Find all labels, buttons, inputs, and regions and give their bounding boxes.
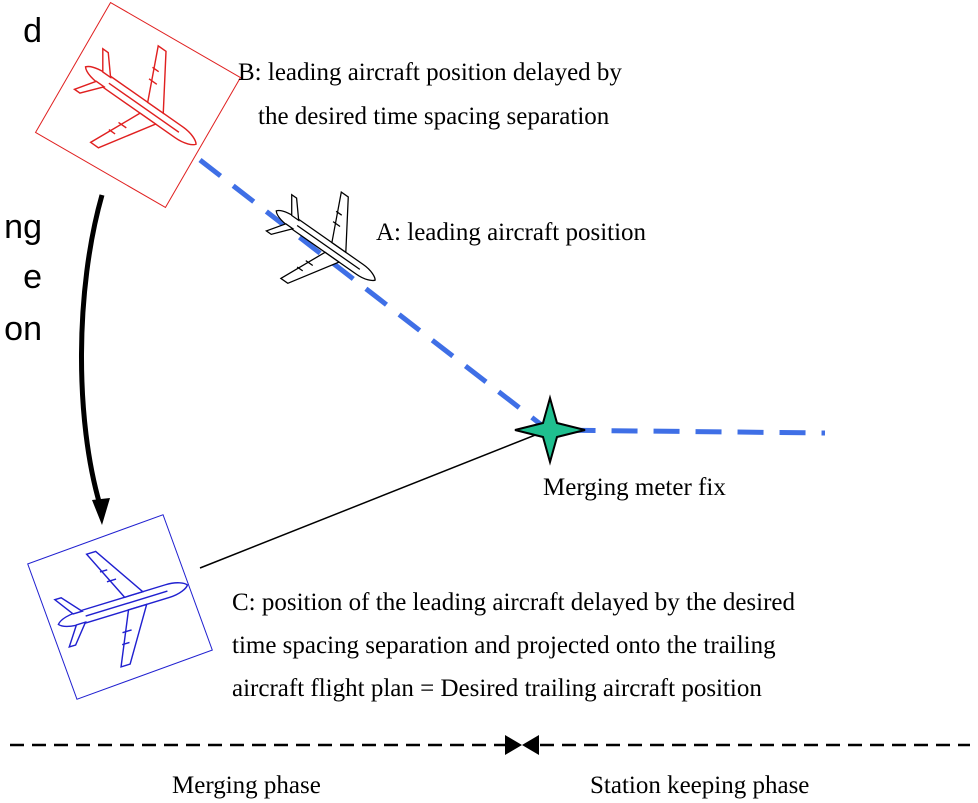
phase-label: Station keeping phase (590, 772, 809, 799)
fragment-text: e (23, 258, 42, 296)
label-b: the desired time spacing separation (258, 103, 610, 130)
label-b: B: leading aircraft position delayed by (238, 59, 622, 86)
phase-boundary (505, 735, 539, 755)
delayed-aircraft (51, 17, 231, 194)
label-c: aircraft flight plan = Desired trailing … (232, 675, 762, 702)
trailing-aircraft (40, 527, 206, 682)
desired-box (27, 514, 213, 700)
fragment-text: d (23, 12, 42, 50)
meter-fix (514, 394, 586, 466)
delayed-box (34, 1, 242, 209)
label-fix: Merging meter fix (543, 474, 726, 501)
label-c: C: position of the leading aircraft dela… (232, 589, 796, 616)
projection-arrow (79, 194, 105, 506)
arrow-head (92, 498, 110, 525)
fragment-text: on (4, 310, 42, 348)
label-c: time spacing separation and projected on… (232, 632, 776, 659)
fragment-text: ng (4, 208, 42, 246)
trailing-path (199, 429, 549, 569)
phase-label: Merging phase (172, 772, 321, 799)
label-a: A: leading aircraft position (376, 219, 647, 246)
